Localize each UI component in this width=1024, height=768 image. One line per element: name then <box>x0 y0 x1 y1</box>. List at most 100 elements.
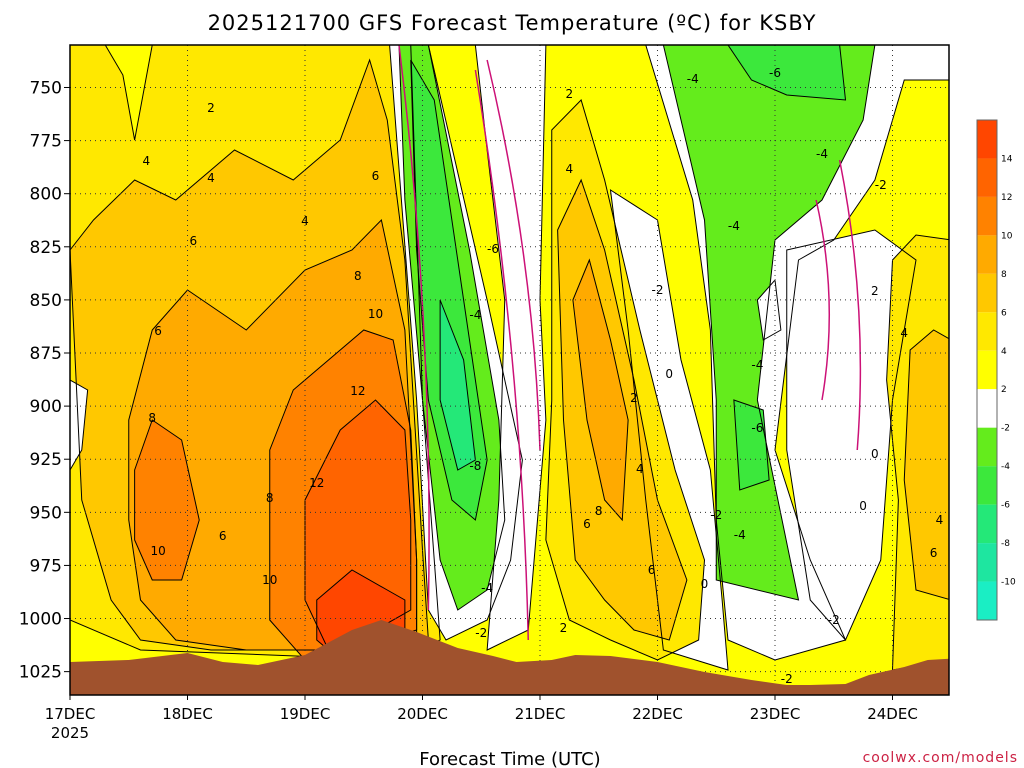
contour-label: 0 <box>871 447 879 461</box>
contour-line <box>398 45 506 611</box>
contour-label: -4 <box>469 308 481 322</box>
x-first-sublabel: 2025 <box>51 724 89 742</box>
colorbar-swatch <box>977 350 997 390</box>
colorbar-swatch <box>977 235 997 274</box>
contour-label: 2 <box>566 87 574 101</box>
colorbar: -10 -8 -6 -4 -2 2 4 6 8 10 12 14 <box>976 119 1016 621</box>
y-tick-label: 750 <box>30 78 62 98</box>
colorbar-label: -2 <box>1001 424 1010 434</box>
y-tick-label: 850 <box>30 291 62 311</box>
y-tick-label: 1025 <box>19 663 62 683</box>
colorbar-swatch <box>977 466 997 505</box>
colorbar-label: -10 <box>1001 578 1016 588</box>
y-tick-label: 925 <box>30 450 62 470</box>
temperature-region <box>733 400 770 490</box>
contour-label: 6 <box>930 546 938 560</box>
chart-title: 2025121700 GFS Forecast Temperature (ºC)… <box>208 11 817 35</box>
zero-contour <box>398 45 430 611</box>
contour-label: 12 <box>309 476 324 490</box>
zero-contour <box>486 59 541 451</box>
x-tick-label: 23DEC <box>750 705 801 723</box>
colorbar-label: -4 <box>1001 462 1010 472</box>
contour-label: 0 <box>701 577 709 591</box>
colorbar-swatch <box>977 158 997 197</box>
contour-label: 8 <box>595 504 603 518</box>
contour-line <box>733 399 770 491</box>
contour-label: -8 <box>469 459 481 473</box>
contour-label: 10 <box>262 573 277 587</box>
x-tick-label: 20DEC <box>397 705 448 723</box>
y-tick-label: 975 <box>30 556 62 576</box>
contour-label: -4 <box>687 72 699 86</box>
contour-label: 2 <box>207 101 215 115</box>
contour-line <box>903 329 949 600</box>
contour-label: 8 <box>354 269 362 283</box>
temperature-region <box>572 260 629 520</box>
contour-label: -2 <box>875 178 887 192</box>
colorbar-label: 6 <box>1001 308 1007 318</box>
y-tick-label: 775 <box>30 132 62 152</box>
contour-label: 6 <box>372 169 380 183</box>
contour-label: 6 <box>648 563 656 577</box>
contour-line <box>70 45 441 661</box>
contour-label: -6 <box>769 66 781 80</box>
colorbar-swatch <box>977 543 997 582</box>
contour-line <box>756 278 782 341</box>
contour-label: 4 <box>301 214 309 228</box>
contour-line <box>545 99 706 661</box>
contour-label: -2 <box>781 672 793 686</box>
y-tick-label: 1000 <box>19 610 62 630</box>
contour-label: 8 <box>266 491 274 505</box>
contour-label: 4 <box>566 162 574 176</box>
zero-contour <box>474 69 529 641</box>
contour-label: 10 <box>368 307 383 321</box>
contour-label: 12 <box>350 384 365 398</box>
plot-frame <box>69 44 950 696</box>
x-tick-label: 17DEC <box>45 705 96 723</box>
contour-label: -6 <box>751 421 763 435</box>
contour-label: 4 <box>936 513 944 527</box>
colorbar-label: 14 <box>1001 154 1013 164</box>
contour-label: 8 <box>148 411 156 425</box>
colorbar-swatch <box>977 427 997 467</box>
contour-label: 6 <box>219 529 227 543</box>
contour-label: -4 <box>751 358 763 372</box>
contour-line <box>269 329 418 661</box>
colorbar-label: -8 <box>1001 539 1010 549</box>
colorbar-swatch <box>977 504 997 544</box>
colorbar-label: 4 <box>1001 347 1007 357</box>
contour-label: 6 <box>154 324 162 338</box>
contour-line <box>645 45 949 661</box>
y-tick-label: 800 <box>30 185 62 205</box>
temperature-region <box>70 380 88 470</box>
contour-line <box>727 45 847 101</box>
colorbar-label: 2 <box>1001 385 1007 395</box>
y-tick-label: 950 <box>30 503 62 523</box>
contour-line <box>609 189 729 671</box>
colorbar-label: 10 <box>1001 231 1013 241</box>
contour-label: 0 <box>859 499 867 513</box>
contour-label: 4 <box>636 462 644 476</box>
y-tick-label: 825 <box>30 238 62 258</box>
contour-label: -4 <box>734 528 746 542</box>
plot-area <box>70 45 949 695</box>
contour-label: 0 <box>665 367 673 381</box>
contour-line <box>316 569 406 661</box>
contour-line <box>134 419 200 581</box>
contour-label: -4 <box>481 581 493 595</box>
y-tick-label: 900 <box>30 397 62 417</box>
colorbar-swatch <box>977 273 997 313</box>
x-tick-label: 21DEC <box>515 705 566 723</box>
contour-label: 2 <box>630 391 638 405</box>
colorbar-swatch <box>977 196 997 236</box>
contour-label: -2 <box>475 626 487 640</box>
contour-line <box>786 229 917 641</box>
temperature-region <box>904 330 949 600</box>
contour-line <box>662 45 876 601</box>
temperature-region <box>786 230 916 640</box>
x-axis-label: Forecast Time (UTC) <box>419 749 600 768</box>
colorbar-swatch <box>977 312 997 351</box>
colorbar-frame <box>976 119 998 621</box>
contour-label: -6 <box>487 242 499 256</box>
